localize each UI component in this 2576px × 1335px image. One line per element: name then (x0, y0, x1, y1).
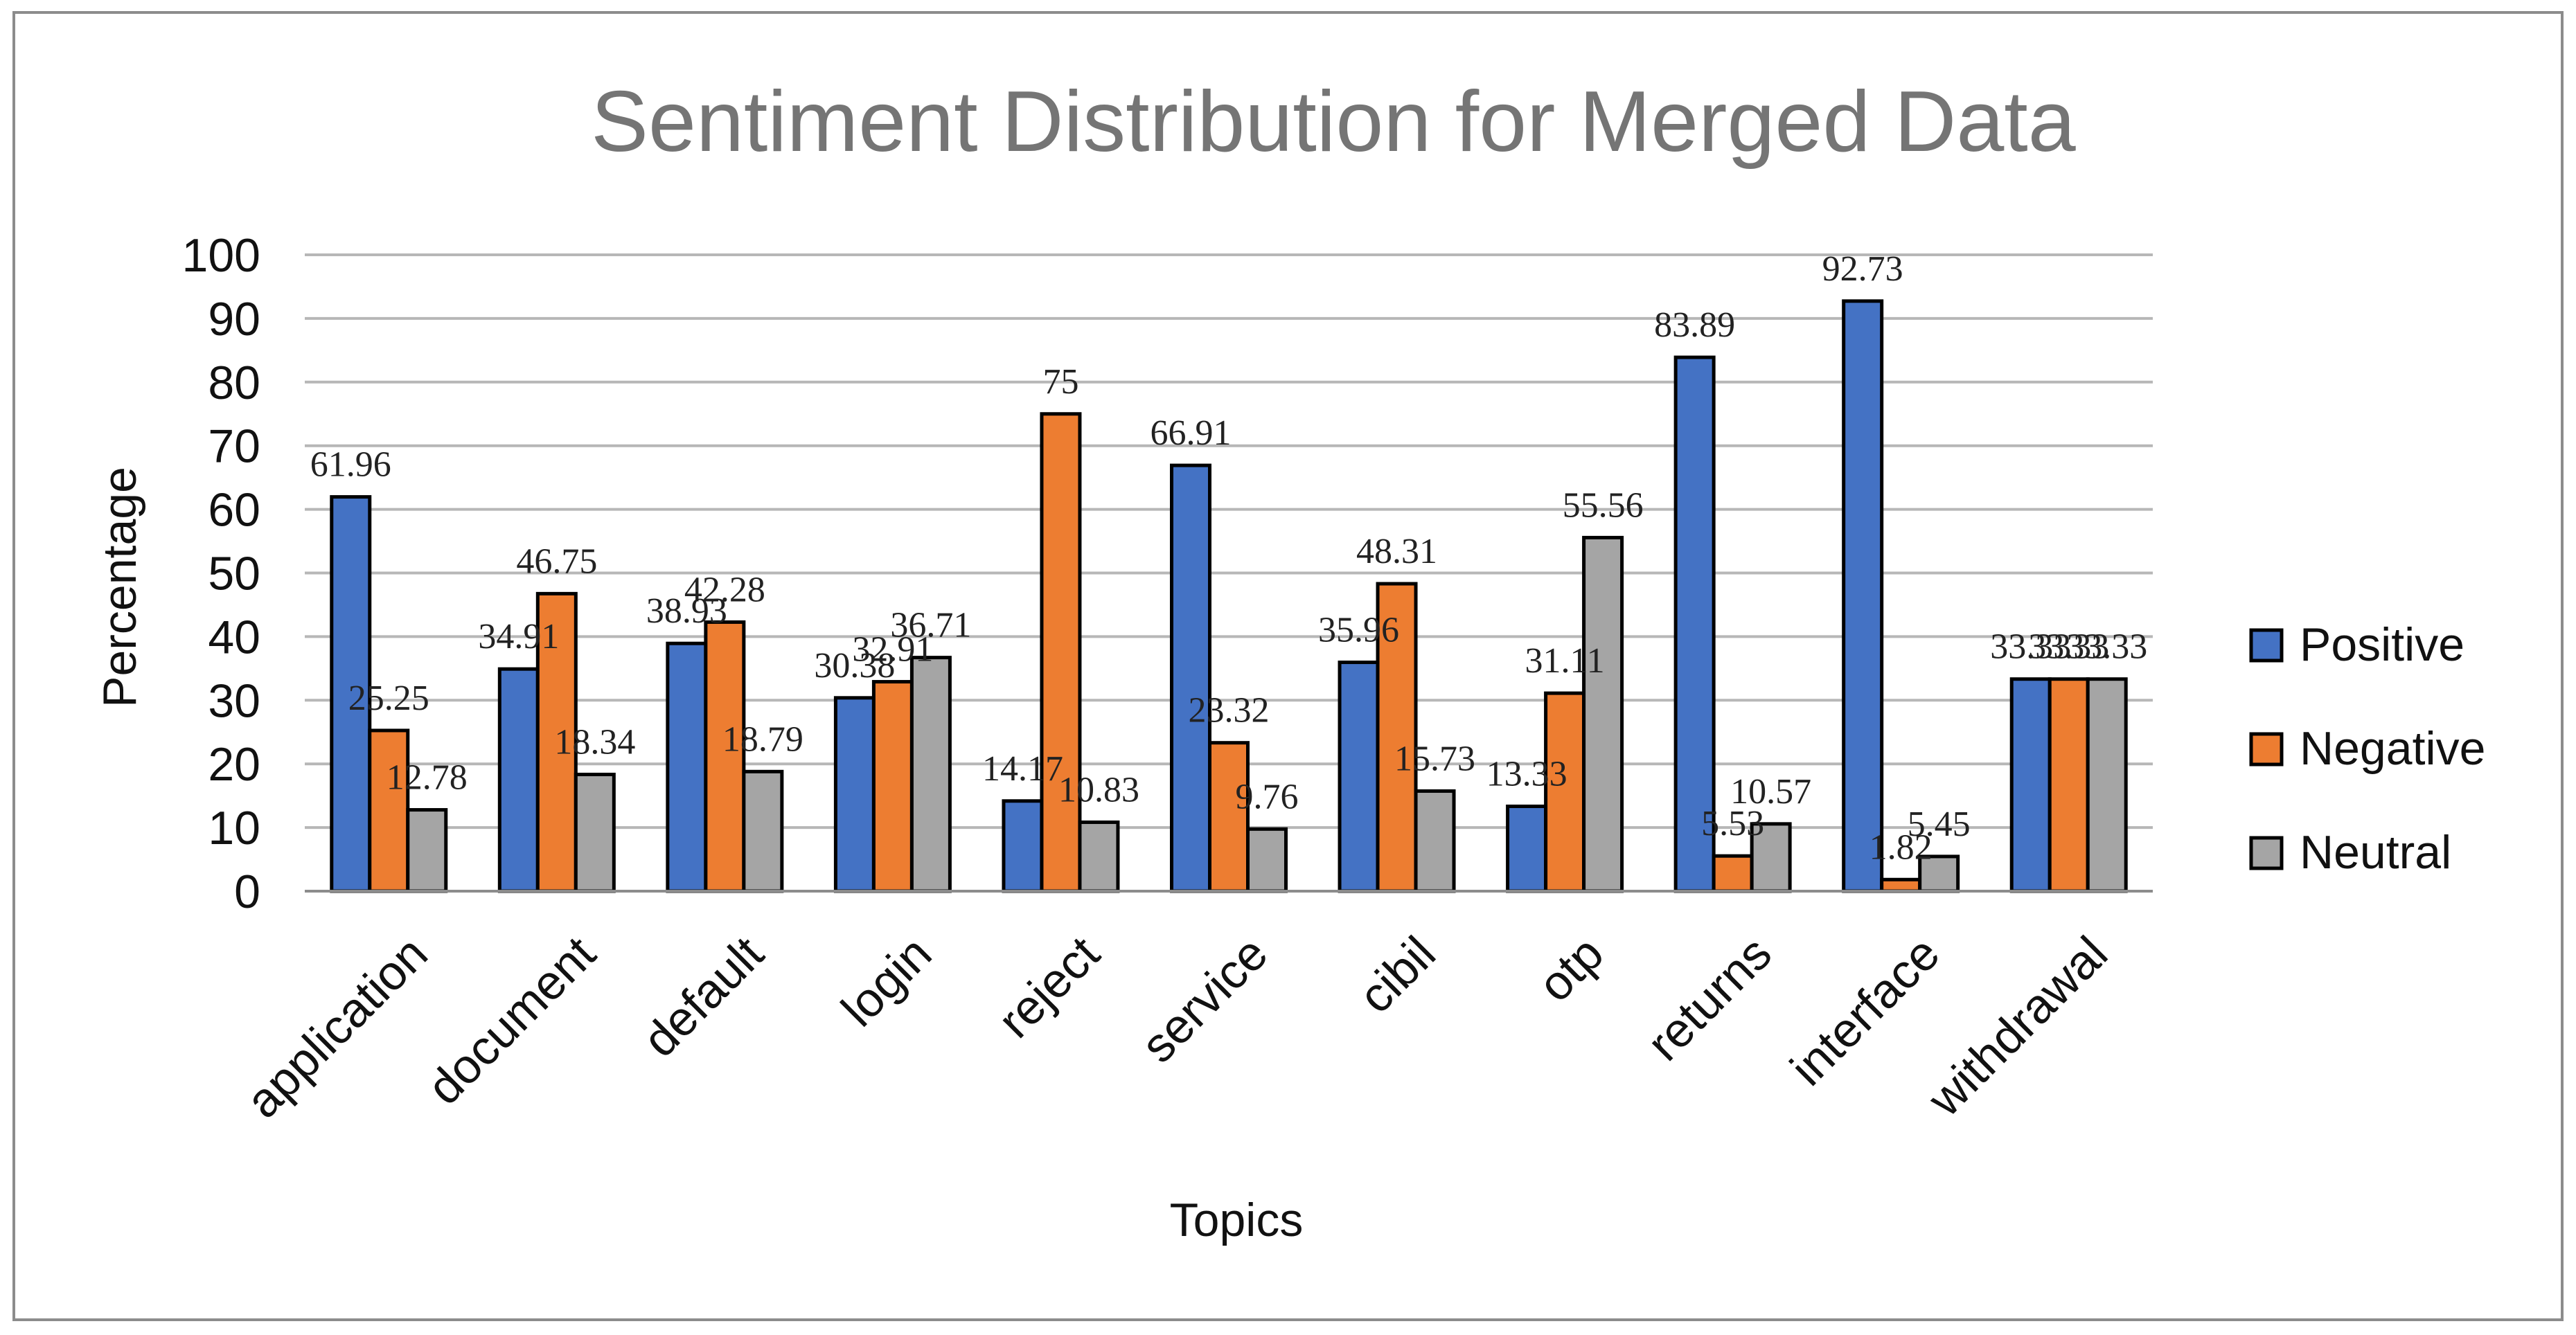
data-label-negative: 5.53 (1701, 804, 1764, 843)
legend-label-negative: Negative (2300, 722, 2485, 775)
data-label-negative: 75 (1042, 362, 1078, 402)
y-tick-label: 90 (208, 293, 260, 346)
data-label-neutral: 9.76 (1236, 777, 1299, 816)
legend-swatch-neutral (2249, 836, 2284, 870)
data-label-neutral: 5.45 (1908, 805, 1971, 844)
bar-negative (1880, 877, 1922, 893)
bar-negative (871, 680, 914, 893)
y-axis-title: Percentage (94, 467, 146, 708)
data-label-negative: 42.28 (684, 570, 765, 609)
y-tick-label: 20 (208, 738, 260, 791)
bar-positive (2009, 677, 2052, 893)
y-tick-label: 10 (208, 802, 260, 854)
bar-positive (1338, 661, 1380, 893)
data-label-neutral: 18.34 (554, 722, 635, 762)
data-label-positive: 14.17 (982, 749, 1063, 789)
bar-negative (2048, 677, 2090, 893)
y-tick-label: 70 (208, 420, 260, 473)
data-label-negative: 23.32 (1189, 691, 1270, 731)
bar-positive (666, 641, 708, 893)
data-label-positive: 92.73 (1822, 249, 1903, 289)
data-label-neutral: 10.57 (1730, 772, 1811, 812)
chart-title: Sentiment Distribution for Merged Data (591, 74, 2075, 170)
data-label-negative: 48.31 (1356, 532, 1437, 571)
data-label-neutral: 36.71 (890, 606, 971, 645)
data-label-neutral: 10.83 (1058, 770, 1139, 809)
data-label-positive: 38.93 (646, 591, 727, 631)
data-label-negative: 32.91 (852, 630, 933, 670)
data-label-negative: 1.82 (1869, 827, 1933, 867)
bar-neutral (1582, 535, 1624, 893)
bar-neutral (742, 769, 784, 893)
bar-positive (497, 667, 540, 893)
legend-swatch-positive (2249, 628, 2284, 663)
data-label-neutral: 18.79 (722, 719, 803, 759)
data-label-neutral: 33.33 (2066, 627, 2147, 667)
data-label-positive: 83.89 (1654, 305, 1735, 345)
bar-positive (1673, 355, 1716, 893)
bar-negative (535, 591, 578, 893)
bar-negative (1208, 741, 1250, 893)
data-label-negative: 25.25 (348, 679, 429, 718)
y-tick-label: 0 (234, 866, 260, 918)
y-tick-label: 100 (182, 229, 260, 282)
bar-neutral (1246, 827, 1288, 893)
y-tick-label: 60 (208, 484, 260, 537)
data-label-neutral: 15.73 (1394, 739, 1475, 778)
chart-border (12, 11, 2564, 1321)
x-axis-title: Topics (1170, 1194, 1304, 1246)
bar-neutral (1414, 789, 1456, 893)
bar-neutral (1918, 854, 1960, 893)
bar-neutral (2086, 677, 2128, 893)
bar-negative (1712, 854, 1754, 893)
bar-positive (1506, 804, 1548, 893)
bar-negative (704, 620, 746, 893)
data-label-negative: 31.11 (1525, 641, 1605, 681)
bar-positive (833, 696, 876, 893)
bar-negative (368, 728, 410, 893)
y-tick-label: 40 (208, 611, 260, 663)
data-label-negative: 33.33 (2028, 627, 2109, 667)
gridlines (305, 253, 2153, 830)
data-label-positive: 30.38 (814, 646, 895, 686)
y-axis-ticks: 0 10 20 30 40 50 60 70 80 90 100 (182, 229, 260, 918)
data-labels: 61.96 25.25 12.78 34.91 46.75 18.34 38.9342.28… (310, 249, 2147, 867)
data-label-positive: 33.33 (1990, 627, 2071, 667)
data-label-positive: 61.96 (310, 445, 391, 485)
bar-neutral (406, 808, 448, 893)
y-tick-label: 80 (208, 357, 260, 409)
bar-positive (1170, 463, 1211, 893)
y-tick-label: 30 (208, 674, 260, 727)
bar-neutral (574, 772, 616, 893)
data-label-negative: 46.75 (516, 541, 597, 581)
data-label-positive: 66.91 (1151, 413, 1232, 453)
bar-neutral (909, 656, 952, 893)
bar-positive (1002, 799, 1044, 893)
bar-negative (1040, 412, 1082, 893)
legend-swatch-negative (2249, 732, 2284, 767)
legend-label-neutral: Neutral (2300, 826, 2451, 879)
data-label-neutral: 12.78 (387, 758, 468, 798)
bar-positive (330, 495, 372, 893)
bar-neutral (1078, 820, 1120, 893)
bars (330, 299, 2128, 893)
legend: Positive Negative Neutral (2249, 618, 2485, 879)
bar-positive (1842, 299, 1884, 893)
data-label-positive: 34.91 (478, 617, 559, 656)
data-label-positive: 35.96 (1318, 611, 1399, 650)
legend-label-positive: Positive (2300, 618, 2464, 671)
y-tick-label: 50 (208, 548, 260, 600)
data-label-neutral: 55.56 (1563, 485, 1644, 525)
data-label-positive: 13.33 (1486, 754, 1567, 794)
